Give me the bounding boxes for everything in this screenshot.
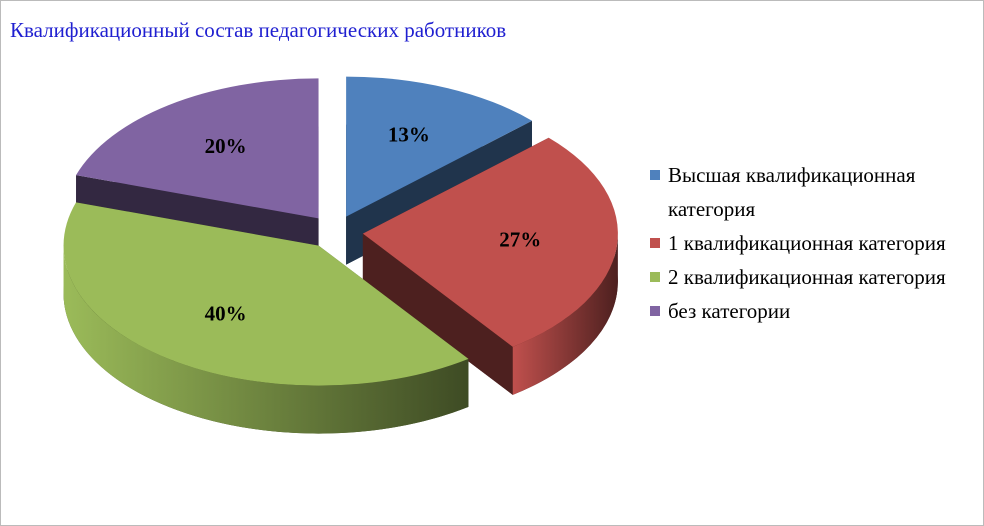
legend-swatch [650,238,660,248]
pie-slice [362,137,618,347]
data-label: 40% [205,302,247,326]
pie-slice [346,76,533,217]
data-label: 20% [205,134,247,158]
legend-item: Высшая квалификационная категория [650,158,970,226]
legend-swatch [650,170,660,180]
slice-wall [362,233,513,395]
legend-swatch [650,306,660,316]
legend-label: Высшая квалификационная категория [668,163,916,221]
slice-side [63,245,469,434]
legend-label: без категории [668,299,791,323]
legend-label: 1 квалификационная категория [668,231,946,255]
pie-slice [63,202,469,386]
pie-slice [76,78,319,219]
chart-title: Квалификационный состав педагогических р… [10,18,507,42]
legend: Высшая квалификационная категория 1 квали… [650,158,970,328]
slice-side [512,233,618,395]
legend-item: 2 квалификационная категория [650,260,970,294]
legend-swatch [650,272,660,282]
legend-item: 1 квалификационная категория [650,226,970,260]
legend-label: 2 квалификационная категория [668,265,946,289]
data-label: 13% [388,123,430,147]
data-label: 27% [499,228,541,252]
legend-item: без категории [650,294,970,328]
